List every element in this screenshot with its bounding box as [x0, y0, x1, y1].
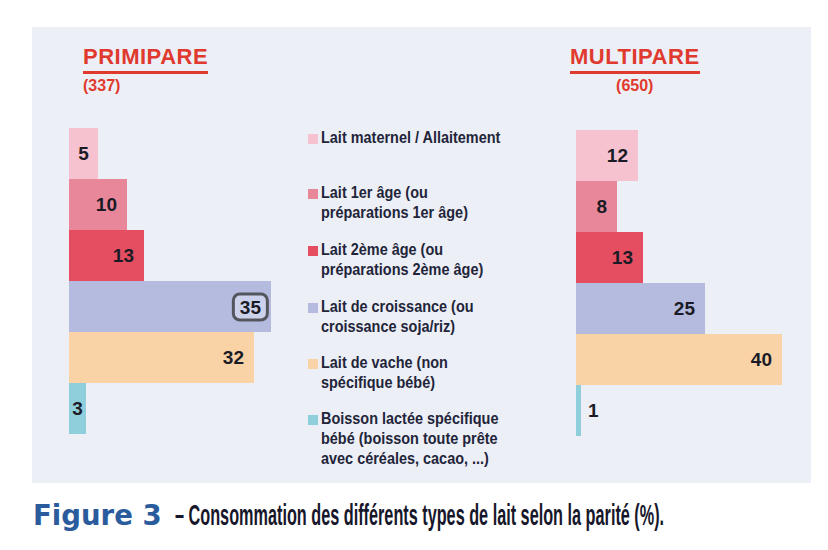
- bar-value-label: 3: [69, 383, 86, 434]
- multipare-title: MULTIPARE: [570, 44, 700, 74]
- bar-value-label: 1: [588, 385, 599, 436]
- bar-value-label: 8: [576, 181, 607, 232]
- multipare-title-block: MULTIPARE (650): [570, 44, 700, 95]
- figure-page: PRIMIPARE (337) MULTIPARE (650) 51013353…: [0, 0, 828, 550]
- bar-value-box: 35: [232, 292, 269, 321]
- figure-caption: Figure 3 – Consommation des différents t…: [33, 498, 828, 532]
- bar-value-label: 13: [576, 232, 633, 283]
- bar: [576, 385, 581, 436]
- bar-value-label: 13: [69, 230, 134, 281]
- primipare-count: (337): [83, 77, 208, 95]
- figure-panel: [32, 27, 811, 483]
- primipare-title-block: PRIMIPARE (337): [83, 44, 208, 95]
- bar-value-label: 40: [576, 334, 772, 385]
- multipare-count: (650): [570, 77, 700, 95]
- bar-value-label: 10: [69, 179, 117, 230]
- bar-value-label: 25: [576, 283, 695, 334]
- bar-value-label: 12: [576, 130, 628, 181]
- figure-number-label: Figure 3: [33, 498, 162, 532]
- primipare-title: PRIMIPARE: [83, 44, 208, 74]
- bar-value-label: 32: [69, 332, 244, 383]
- bar-value-label: 5: [69, 128, 98, 179]
- figure-caption-text: – Consommation des différents types de l…: [175, 499, 664, 532]
